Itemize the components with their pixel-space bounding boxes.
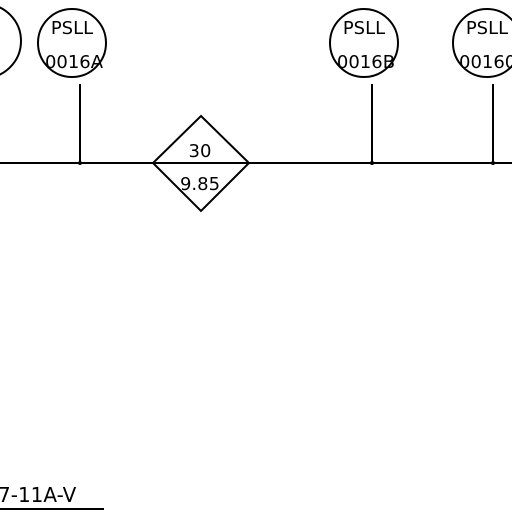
diamond-outline <box>151 114 251 213</box>
instrument-number: 00160 <box>459 52 512 73</box>
interlock-top-value: 30 <box>189 141 212 162</box>
instrument-bubble-partial <box>0 6 22 76</box>
instrument-bubble-a[interactable]: PSLL 0016A <box>37 8 107 163</box>
junction-dot <box>370 161 374 165</box>
instrument-bubble-c[interactable]: PSLL 00160 <box>452 8 512 163</box>
junction-dot <box>491 161 495 165</box>
instrument-number: 0016A <box>45 52 104 73</box>
instrument-circle <box>452 8 512 78</box>
interlock-bottom-value: 9.85 <box>180 174 220 195</box>
line-label-text: 7-11A-V <box>0 483 77 507</box>
instrument-number: 0016B <box>337 52 395 73</box>
instrument-tag: PSLL <box>343 18 385 39</box>
instrument-circle <box>37 8 107 78</box>
interlock-diamond[interactable]: 30 9.85 <box>151 114 251 213</box>
instrument-tag: PSLL <box>466 18 508 39</box>
junction-dot <box>78 161 82 165</box>
instrument-circle <box>329 8 399 78</box>
line-label[interactable]: 7-11A-V <box>0 483 104 510</box>
instrument-tag: PSLL <box>51 18 93 39</box>
instrument-bubble-b[interactable]: PSLL 0016B <box>329 8 399 163</box>
